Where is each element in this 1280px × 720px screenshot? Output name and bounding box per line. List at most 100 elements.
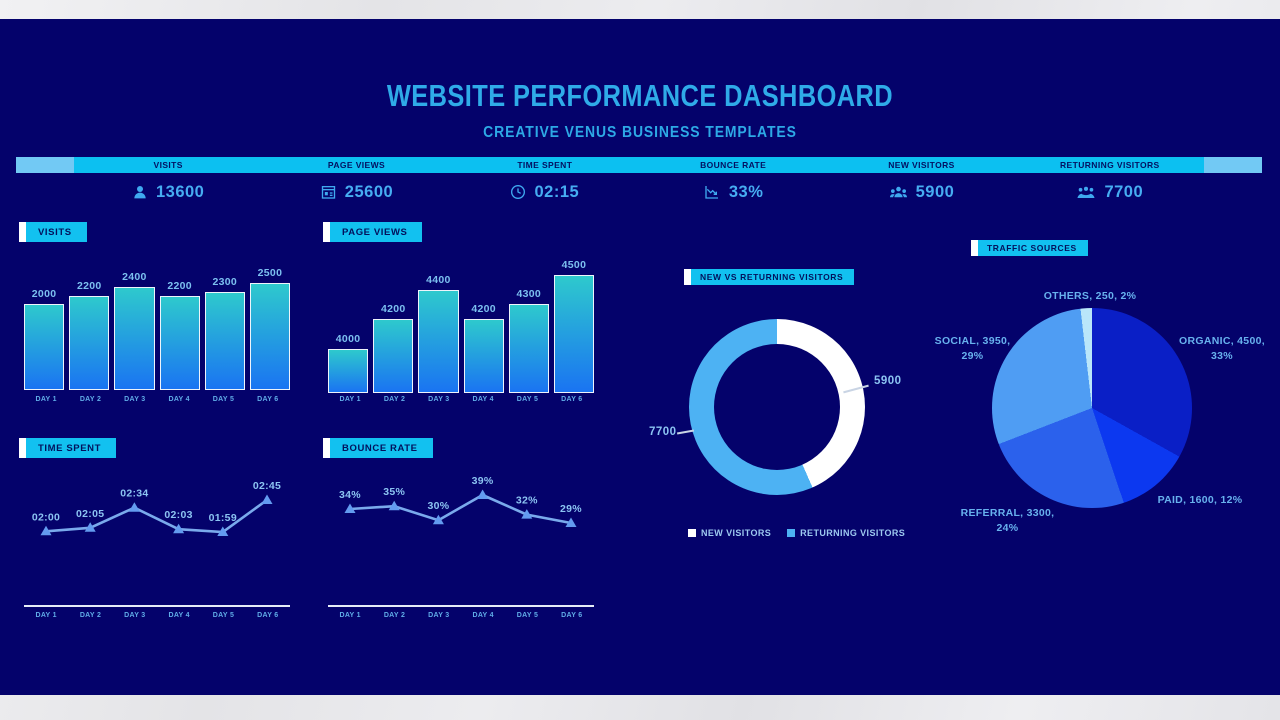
bounce-chart-title: BOUNCE RATE [330,438,433,458]
pageviews-day-axis: DAY 1 DAY 2 DAY 3 DAY 4 DAY 5 DAY 6 [328,396,594,403]
pie-label-line: REFERRAL, 3300, [960,507,1055,519]
pie-label-line: 24% [996,522,1019,534]
day-label: DAY 5 [212,612,235,619]
bar-slot: 2200 [69,263,110,390]
timespent-day-axis: DAY 1 DAY 2 DAY 3 DAY 4 DAY 5 DAY 6 [24,612,290,619]
day-label: DAY 2 [79,612,102,619]
day-label: DAY 3 [124,612,146,619]
line-value-label: 01:59 [209,512,237,524]
bar-slot: 4000 [328,255,369,393]
bar-slot: 4200 [373,255,414,393]
bar-value-label: 4000 [335,333,361,345]
donut-chart-title: NEW VS RETURNING VISITORS [691,269,855,285]
bar-value-label: 4200 [380,303,406,315]
kpi-label-visits: VISITS [153,160,183,170]
bounce-x-axis [328,605,594,607]
day-label: DAY 4 [168,396,190,403]
kpi-label-bounce-rate: BOUNCE RATE [700,160,767,170]
bar-slot: 2500 [249,263,291,390]
day-label: DAY 3 [428,612,450,619]
pie-label-others: OTHERS, 250, 2% [1030,289,1150,304]
bar [418,290,459,393]
line-value-label: 39% [472,475,494,487]
new-visitors-value-label: 5900 [874,375,902,387]
line-marker [521,509,533,519]
kpi-page-views: 25600 [262,179,450,205]
bar-slot: 2400 [114,263,155,390]
kpi-value-text: 7700 [1104,182,1144,201]
kpi-value-text: 25600 [344,182,394,201]
line-marker [388,500,400,511]
badge-accent-bar [19,222,26,242]
bar-value-label: 2200 [76,280,102,292]
pie-label-line: ORGANIC, 4500, [1179,335,1265,347]
line-value-label: 02:34 [120,488,148,500]
day-label: DAY 4 [472,612,494,619]
bar-value-label: 4300 [516,288,542,300]
kpi-new-visitors: 5900 [827,179,1015,205]
legend-swatch [688,529,696,537]
pie-label-line: OTHERS, 250, 2% [1043,290,1137,302]
line-marker [217,526,229,536]
line-series [45,498,268,534]
badge-accent-bar [684,269,691,285]
kpi-value-text: 02:15 [534,182,580,201]
pie-label-referral: REFERRAL, 3300, 24% [955,506,1060,536]
bounce-line-chart: 34% 35% 30% 39% 32% 29% [339,475,582,527]
line-value-label: 02:00 [32,511,60,523]
bar-slot: 2300 [204,263,245,390]
pie-label-organic: ORGANIC, 4500, 33% [1177,334,1267,364]
day-label: DAY 5 [516,396,539,403]
line-marker [84,522,96,532]
line-marker [432,514,444,525]
bar-slot: 4300 [508,255,549,393]
legend-label: NEW VISITORS [701,528,772,538]
visits-day-axis: DAY 1 DAY 2 DAY 3 DAY 4 DAY 5 DAY 6 [24,396,290,403]
person-icon [132,184,148,200]
bar-value-label: 4400 [426,274,451,286]
day-label: DAY 4 [472,396,494,403]
bar [159,296,200,390]
day-label: DAY 2 [383,612,406,619]
bar [204,292,245,390]
visits-chart-title: VISITS [26,222,87,242]
kpi-value-text: 5900 [915,182,955,201]
kpi-label-new-visitors: NEW VISITORS [888,160,955,170]
bar-value-label: 4500 [561,259,587,271]
pie-label-social: SOCIAL, 3950, 29% [930,334,1015,364]
day-label: DAY 6 [257,396,279,403]
legend-swatch [787,529,796,537]
kpi-values-row: 13600 25600 02:15 33% 5900 7700 [74,179,1204,205]
bar-value-label: 2300 [212,276,238,288]
bar [553,275,595,393]
pie-label-line: 33% [1211,350,1233,362]
line-value-label: 34% [339,489,361,501]
trend-down-icon [703,184,721,200]
kpi-value-text: 33% [728,182,764,201]
line-marker [344,503,356,513]
line-value-label: 02:03 [164,509,192,521]
bar [463,319,504,393]
day-label: DAY 6 [561,396,583,403]
dashboard-title: WEBSITE PERFORMANCE DASHBOARD [386,78,894,113]
donut-legend: NEW VISITORS RETURNING VISITORS [688,528,905,538]
line-value-label: 30% [427,500,449,512]
day-label: DAY 6 [257,612,279,619]
line-value-label: 02:05 [76,508,104,520]
day-label: DAY 4 [168,612,190,619]
strip-right-accent [1204,157,1262,173]
badge-accent-bar [323,222,330,242]
legend-label: RETURNING VISITORS [800,528,906,538]
kpi-label-time-spent: TIME SPENT [517,160,573,170]
legend-item-new-visitors: NEW VISITORS [688,528,771,538]
badge-accent-bar [971,240,978,256]
bar-slot: 4400 [418,255,459,393]
line-value-label: 35% [383,486,405,498]
badge-accent-bar [323,438,330,458]
bounce-chart-badge: BOUNCE RATE [323,438,433,458]
line-marker [40,525,52,536]
day-label: DAY 5 [516,612,539,619]
bounce-day-axis: DAY 1 DAY 2 DAY 3 DAY 4 DAY 5 DAY 6 [328,612,594,619]
pageviews-chart-badge: PAGE VIEWS [323,222,423,242]
